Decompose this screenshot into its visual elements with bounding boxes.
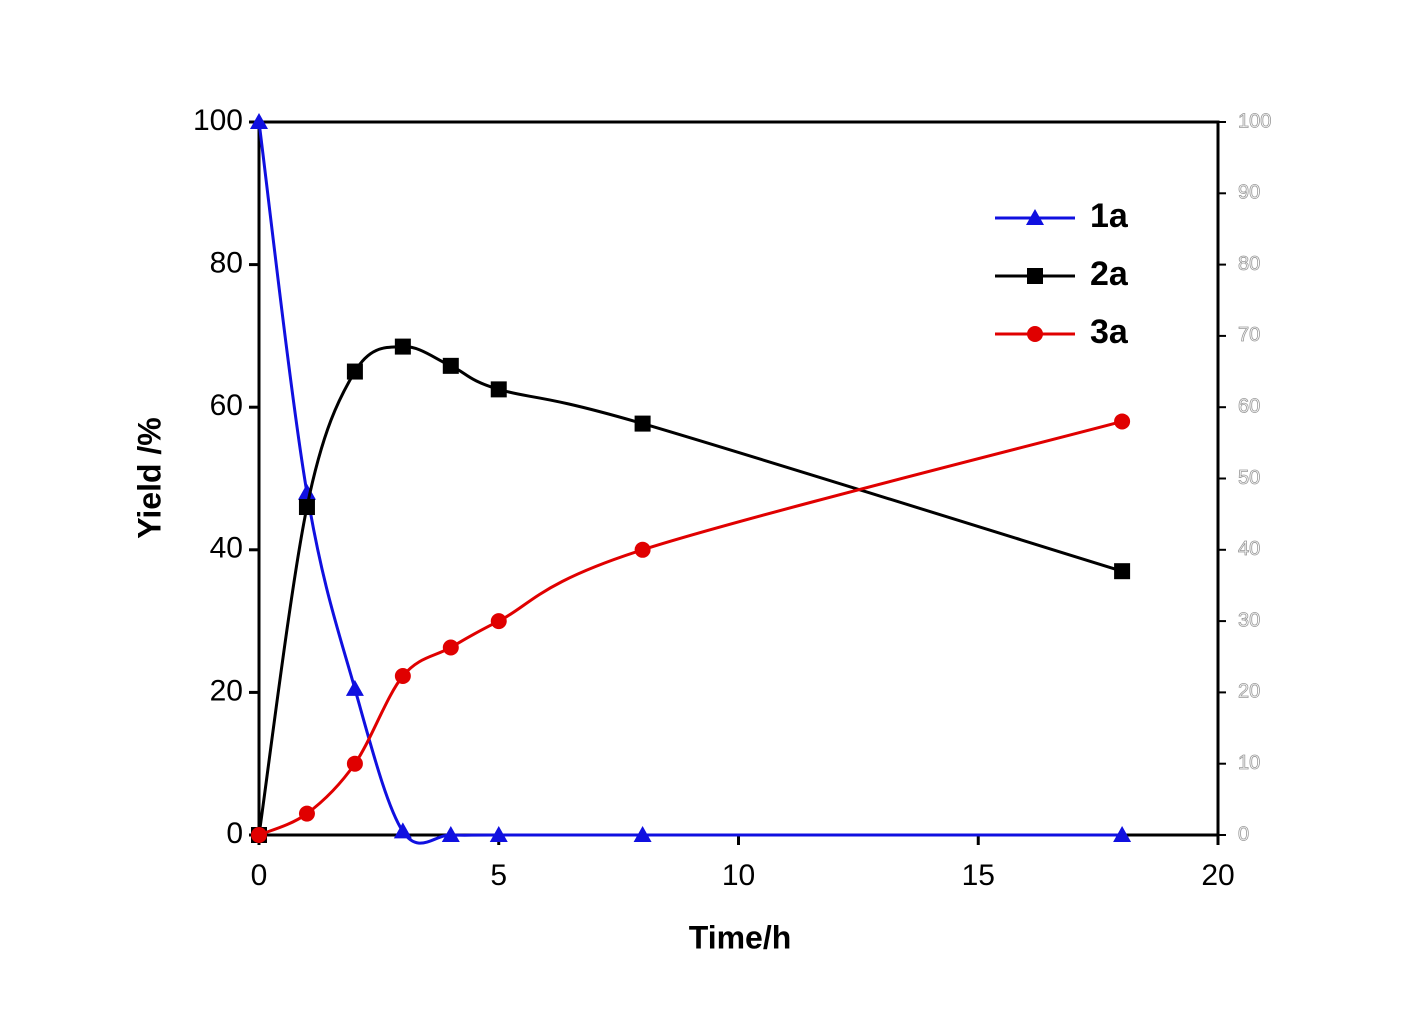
series-line <box>257 345 1123 836</box>
marker <box>490 381 507 398</box>
marker <box>393 822 412 839</box>
legend-label: 3a <box>1090 313 1129 351</box>
marker <box>250 113 268 129</box>
y2-tick-label: 10 <box>1238 752 1260 774</box>
y-axis-label: Yield /% <box>131 417 167 539</box>
marker <box>633 826 652 842</box>
y-tick-label: 40 <box>210 532 243 565</box>
legend-label: 2a <box>1090 255 1129 293</box>
y-tick-label: 20 <box>210 674 243 707</box>
marker <box>1114 563 1131 580</box>
marker <box>442 639 459 656</box>
x-tick-label: 0 <box>251 859 268 892</box>
y2-tick-label: 0 <box>1238 823 1249 845</box>
marker <box>346 363 363 380</box>
marker <box>394 338 411 355</box>
y2-tick-label: 30 <box>1238 609 1260 631</box>
marker <box>1113 826 1132 842</box>
y2-tick-label: 20 <box>1238 681 1260 703</box>
marker <box>489 826 508 842</box>
y2-tick-label: 90 <box>1238 182 1260 204</box>
x-axis-label: Time/h <box>689 919 792 955</box>
x-tick-label: 10 <box>722 859 755 892</box>
plot-frame <box>257 120 1220 837</box>
marker <box>1026 209 1044 225</box>
y-tick-label: 0 <box>226 817 243 850</box>
x-tick-label: 20 <box>1201 859 1234 892</box>
marker <box>297 483 316 500</box>
series-line <box>257 121 1123 845</box>
marker <box>442 357 459 374</box>
marker <box>251 827 267 843</box>
marker <box>394 668 411 685</box>
y-tick-label: 60 <box>210 389 243 422</box>
y2-tick-label: 80 <box>1238 253 1260 275</box>
x-tick-label: 5 <box>490 859 507 892</box>
y2-tick-label: 70 <box>1238 324 1260 346</box>
marker <box>346 755 363 772</box>
marker <box>345 679 364 696</box>
y-tick-label: 80 <box>210 247 243 280</box>
marker <box>1114 413 1131 430</box>
y2-tick-label: 60 <box>1238 395 1260 417</box>
marker <box>1027 268 1043 284</box>
legend-label: 1a <box>1090 197 1129 235</box>
marker <box>298 499 315 516</box>
marker <box>1027 326 1043 342</box>
series-line <box>258 420 1123 837</box>
y2-tick-label: 50 <box>1238 467 1260 489</box>
y-tick-label: 100 <box>193 104 243 137</box>
marker <box>634 541 651 558</box>
marker <box>634 415 651 432</box>
y2-tick-label: 100 <box>1238 110 1271 132</box>
y2-tick-label: 40 <box>1238 538 1260 560</box>
x-tick-label: 15 <box>962 859 995 892</box>
marker <box>298 805 315 822</box>
marker <box>441 826 460 842</box>
marker <box>490 613 507 630</box>
